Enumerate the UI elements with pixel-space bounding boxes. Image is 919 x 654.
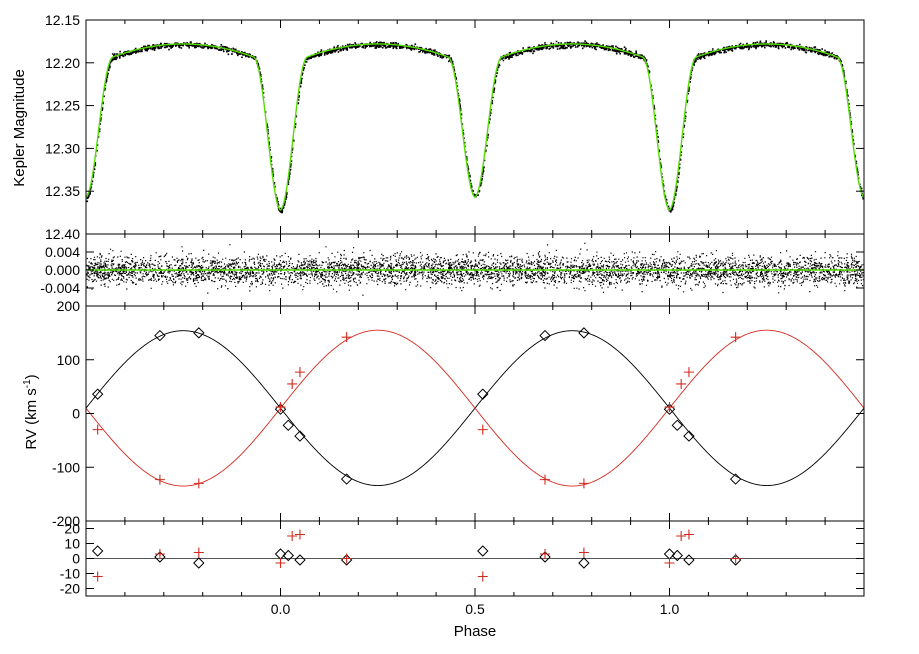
rv-residual-secondary-point	[578, 547, 589, 558]
rv-secondary-point	[730, 332, 741, 343]
rv-ylabel-main: RV (km s	[23, 388, 40, 449]
rv-primary-point	[193, 327, 205, 339]
rv-residual-primary-point	[91, 545, 104, 557]
rv-residual-secondary-point	[664, 558, 675, 568]
y-tick-label: 200	[57, 298, 81, 314]
rv-residual-secondary-point	[477, 571, 488, 582]
x-tick-label: 1.0	[660, 601, 680, 617]
rv-residual-secondary-point	[676, 531, 687, 541]
y-tick-label: -0.004	[40, 280, 80, 296]
y-tick-label: 0.000	[45, 262, 80, 278]
y-tick-label: -20	[60, 581, 80, 597]
rv-primary-point	[282, 419, 294, 432]
rv-residual-primary-point	[539, 551, 551, 563]
rv-residual-secondary-point	[92, 571, 103, 582]
rv-primary-point	[154, 329, 166, 342]
rv-primary-point	[671, 419, 683, 432]
rv-residual-primary-point	[578, 557, 590, 569]
rv-residual-primary-point	[282, 549, 294, 562]
rv-secondary-point	[683, 367, 694, 378]
y-tick-label: 0	[72, 406, 80, 422]
rv-residual-primary-point	[477, 545, 489, 557]
y-tick-label: 12.35	[45, 183, 80, 199]
y-tick-label: -100	[52, 459, 80, 475]
rv-secondary-point	[477, 424, 488, 435]
rv-residual-secondary-point	[154, 549, 165, 559]
y-tick-label: 12.30	[45, 140, 80, 156]
rv-residual-secondary-point	[730, 553, 741, 564]
rv-primary-point	[729, 473, 742, 485]
rv-residual-secondary-point	[540, 549, 551, 559]
rv-residual-primary-point	[154, 551, 166, 563]
rv-residual-secondary-point	[287, 531, 298, 541]
rv-secondary-model	[86, 329, 864, 487]
y-tick-label: 20	[64, 521, 80, 537]
x-tick-label: 0.0	[271, 601, 291, 617]
rv-residual-secondary-point	[275, 558, 286, 568]
rv-ylabel-end: )	[23, 374, 40, 379]
rv-secondary-point	[341, 332, 352, 343]
lc-residual-panel: 0.004 0.000 -0.004	[40, 233, 865, 307]
y-tick-label: 12.40	[45, 226, 80, 242]
x-tick-label: 0.5	[465, 601, 485, 617]
rv-primary-point	[683, 430, 695, 442]
rv-secondary-point	[275, 402, 286, 413]
y-tick-label: -10	[60, 566, 80, 582]
rv-primary-point	[578, 327, 590, 339]
rv-residual-primary-point	[193, 557, 205, 569]
y-tick-label: 12.25	[45, 98, 80, 114]
y-tick-label: -200	[52, 513, 80, 529]
rv-secondary-point	[154, 474, 165, 485]
rv-primary-point	[340, 473, 353, 485]
y-tick-label: 12.20	[45, 55, 80, 71]
rv-residual-secondary-point	[683, 529, 694, 540]
y-tick-label: 12.15	[45, 12, 80, 28]
rv-secondary-point	[578, 478, 589, 489]
rv-residual-secondary-point	[193, 547, 204, 558]
rv-secondary-point	[676, 378, 687, 389]
light-curve-ylabel: Kepler Magnitude	[11, 69, 28, 187]
rv-panel: 200 100 0 -100 -200	[52, 298, 865, 529]
rv-residual-secondary-point	[341, 553, 352, 564]
rv-primary-point	[539, 329, 551, 342]
x-axis-label: Phase	[454, 623, 497, 640]
rv-primary-point	[477, 388, 489, 400]
rv-secondary-point	[664, 402, 675, 413]
rv-secondary-point	[540, 474, 551, 485]
rv-ylabel-sup: -1	[22, 379, 33, 388]
rv-primary-point	[294, 430, 306, 442]
rv-residual-primary-point	[683, 554, 695, 566]
rv-primary-point	[91, 388, 104, 400]
rv-secondary-point	[193, 478, 204, 489]
y-tick-label: 10	[64, 536, 80, 552]
y-tick-label: 0	[72, 551, 80, 567]
rv-secondary-point	[287, 378, 298, 389]
rv-secondary-point	[92, 424, 103, 435]
rv-secondary-point	[294, 367, 305, 378]
y-tick-label: 0.004	[45, 244, 80, 260]
y-tick-label: 100	[57, 352, 81, 368]
rv-residual-secondary-point	[294, 529, 305, 540]
rv-residual-primary-point	[671, 549, 683, 562]
lc-model-line	[86, 43, 864, 211]
rv-residual-primary-point	[294, 554, 306, 566]
rv-ylabel: RV (km s-1)	[22, 374, 40, 449]
